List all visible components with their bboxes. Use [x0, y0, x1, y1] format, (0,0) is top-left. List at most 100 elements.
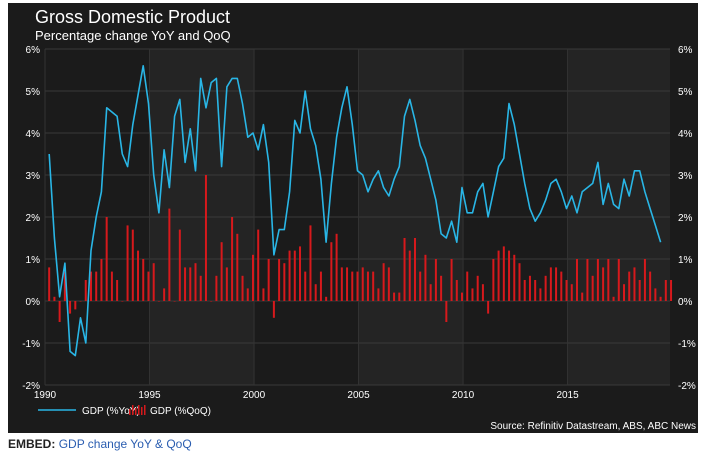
bar-gdp-qoq — [575, 259, 578, 301]
bar-gdp-qoq — [257, 229, 260, 301]
bar-gdp-qoq — [335, 233, 338, 301]
bar-gdp-qoq — [58, 301, 61, 322]
bar-gdp-qoq — [523, 280, 526, 301]
bar-gdp-qoq — [565, 280, 568, 301]
bar-gdp-qoq — [283, 263, 286, 301]
legend-label-qoq: GDP (%QoQ) — [150, 406, 211, 417]
bar-gdp-qoq — [137, 250, 140, 301]
x-tick-label: 1995 — [138, 390, 161, 401]
legend-bar-mark — [138, 405, 140, 415]
y-tick-label-right: 1% — [678, 255, 693, 266]
bar-gdp-qoq — [163, 288, 166, 301]
bar-gdp-qoq — [413, 238, 416, 301]
bar-gdp-qoq — [591, 275, 594, 301]
y-tick-label-right: -2% — [678, 381, 696, 392]
bar-gdp-qoq — [48, 267, 51, 301]
bar-gdp-qoq — [429, 284, 432, 301]
bar-gdp-qoq — [487, 301, 490, 314]
y-tick-label-left: 1% — [26, 255, 41, 266]
bar-gdp-qoq — [278, 259, 281, 301]
legend-bar-mark — [135, 408, 137, 415]
chart-source: Source: Refinitiv Datastream, ABS, ABC N… — [490, 421, 696, 432]
bar-gdp-qoq — [434, 259, 437, 301]
bar-gdp-qoq — [63, 271, 66, 301]
bar-gdp-qoq — [419, 271, 422, 301]
bar-gdp-qoq — [126, 225, 129, 301]
bar-gdp-qoq — [518, 263, 521, 301]
legend: GDP (%YoY) GDP (%QoQ) — [38, 405, 211, 417]
bar-gdp-qoq — [372, 271, 375, 301]
bar-gdp-qoq — [189, 267, 192, 301]
bar-gdp-qoq — [199, 275, 202, 301]
bar-gdp-qoq — [262, 288, 265, 301]
bar-gdp-qoq — [670, 280, 673, 301]
bar-gdp-qoq — [481, 284, 484, 301]
bar-gdp-qoq — [654, 288, 657, 301]
bar-gdp-qoq — [157, 301, 160, 302]
bar-gdp-qoq — [184, 267, 187, 301]
bar-gdp-qoq — [534, 280, 537, 301]
bar-gdp-qoq — [528, 275, 531, 301]
bar-gdp-qoq — [586, 259, 589, 301]
bar-gdp-qoq — [377, 288, 380, 301]
bar-gdp-qoq — [231, 217, 234, 301]
chart-title: Gross Domestic Product — [35, 7, 230, 27]
series-line-gdp-yoy — [48, 65, 662, 357]
bar-gdp-qoq — [293, 250, 296, 301]
y-tick-label-right: 2% — [678, 213, 693, 224]
bar-gdp-qoq — [361, 267, 364, 301]
bar-gdp-qoq — [147, 271, 150, 301]
bar-gdp-qoq — [116, 280, 119, 301]
bar-gdp-qoq — [492, 259, 495, 301]
y-tick-label-right: 6% — [678, 45, 693, 56]
bar-gdp-qoq — [309, 225, 312, 301]
y-tick-label-right: 4% — [678, 129, 693, 140]
embed-line: EMBED: GDP change YoY & QoQ — [8, 437, 192, 451]
bar-gdp-qoq — [596, 259, 599, 301]
bar-gdp-qoq — [69, 301, 72, 314]
x-tick-label: 2010 — [452, 390, 475, 401]
bar-gdp-qoq — [602, 267, 605, 301]
bar-gdp-qoq — [178, 229, 181, 301]
y-tick-label-right: 3% — [678, 171, 693, 182]
bar-gdp-qoq — [340, 267, 343, 301]
bar-gdp-qoq — [408, 250, 411, 301]
y-tick-label-left: 3% — [26, 171, 41, 182]
bar-gdp-qoq — [612, 296, 615, 301]
bar-gdp-qoq — [173, 301, 176, 302]
bar-gdp-qoq — [649, 271, 652, 301]
x-tick-label: 2000 — [243, 390, 266, 401]
bar-gdp-qoq — [539, 288, 542, 301]
bar-gdp-qoq — [461, 292, 464, 301]
bar-gdp-qoq — [466, 271, 469, 301]
bar-gdp-qoq — [241, 275, 244, 301]
y-tick-label-left: 4% — [26, 129, 41, 140]
x-tick-label: 2015 — [556, 390, 579, 401]
bar-gdp-qoq — [366, 271, 369, 301]
bar-gdp-qoq — [105, 217, 108, 301]
bar-gdp-qoq — [225, 267, 228, 301]
bar-gdp-qoq — [304, 271, 307, 301]
embed-label: EMBED: — [8, 437, 56, 451]
legend-label-yoy: GDP (%YoY) — [82, 406, 140, 417]
bar-gdp-qoq — [100, 259, 103, 301]
bar-gdp-qoq — [267, 259, 270, 301]
bar-gdp-qoq — [110, 271, 113, 301]
bar-gdp-qoq — [607, 259, 610, 301]
bar-gdp-qoq — [424, 254, 427, 301]
legend-bar-mark — [132, 405, 134, 415]
legend-bar-swatch — [129, 405, 146, 415]
bar-gdp-qoq — [215, 275, 218, 301]
bar-gdp-qoq — [555, 267, 558, 301]
x-tick-label: 2005 — [347, 390, 370, 401]
y-tick-label-left: 0% — [26, 297, 41, 308]
bar-gdp-qoq — [497, 250, 500, 301]
y-tick-label-left: 2% — [26, 213, 41, 224]
bar-gdp-qoq — [549, 267, 552, 301]
bar-gdp-qoq — [142, 259, 145, 301]
bar-gdp-qoq — [220, 242, 223, 301]
bar-gdp-qoq — [623, 284, 626, 301]
bar-gdp-qoq — [544, 275, 547, 301]
bar-gdp-qoq — [581, 292, 584, 301]
embed-link[interactable]: GDP change YoY & QoQ — [58, 437, 192, 451]
